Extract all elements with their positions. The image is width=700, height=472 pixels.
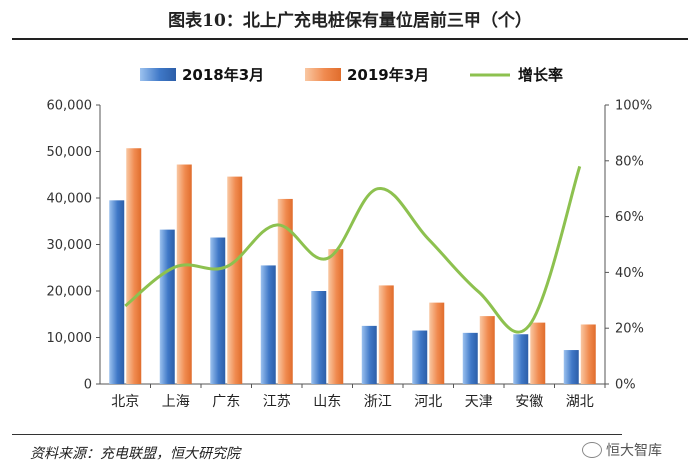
bar-2019-1 bbox=[176, 164, 192, 384]
wechat-icon bbox=[582, 442, 602, 458]
bar-2019-8 bbox=[530, 322, 546, 384]
bar-2018-3 bbox=[260, 265, 276, 384]
bar-2019-5 bbox=[378, 285, 394, 384]
x-tick-label: 北京 bbox=[111, 394, 139, 410]
bar-2019-4 bbox=[328, 249, 344, 384]
bar-2018-8 bbox=[513, 334, 529, 384]
legend-label-2019: 2019年3月 bbox=[347, 66, 429, 84]
y-left-tick-label: 30,000 bbox=[47, 238, 93, 253]
y-left-tick-label: 40,000 bbox=[47, 192, 93, 207]
growth-rate-line bbox=[124, 165, 582, 334]
bar-2019-2 bbox=[227, 176, 243, 384]
legend-swatch-2019 bbox=[305, 68, 341, 81]
y-left-tick-label: 60,000 bbox=[47, 99, 93, 114]
y-right-tick-label: 80% bbox=[615, 154, 644, 169]
y-left-tick-label: 20,000 bbox=[47, 285, 93, 300]
bar-2019-0 bbox=[126, 148, 142, 384]
y-right-tick-label: 20% bbox=[615, 322, 644, 337]
chart-legend: 2018年3月 2019年3月 增长率 bbox=[140, 66, 563, 84]
legend-swatch-2018 bbox=[140, 68, 176, 81]
bar-2019-7 bbox=[479, 316, 495, 384]
y-right-tick-label: 100% bbox=[615, 99, 652, 114]
legend-label-2018: 2018年3月 bbox=[182, 66, 264, 84]
title-rule bbox=[12, 38, 688, 40]
y-left-tick-label: 10,000 bbox=[47, 331, 93, 346]
bar-2019-6 bbox=[429, 302, 445, 384]
y-right-tick-label: 40% bbox=[615, 266, 644, 281]
bar-2018-7 bbox=[462, 332, 478, 384]
bar-2019-9 bbox=[580, 324, 596, 384]
x-tick-label: 安徽 bbox=[515, 394, 543, 410]
x-tick-label: 广东 bbox=[212, 394, 240, 410]
legend-label-growth: 增长率 bbox=[518, 66, 563, 84]
x-tick-label: 上海 bbox=[162, 394, 190, 410]
bar-2018-5 bbox=[361, 325, 377, 384]
bar-2018-2 bbox=[210, 237, 226, 384]
x-tick-label: 浙江 bbox=[364, 394, 392, 410]
x-tick-label: 湖北 bbox=[566, 394, 594, 410]
y-right-tick-label: 60% bbox=[615, 210, 644, 225]
footer-rule bbox=[12, 434, 622, 435]
bar-2018-4 bbox=[311, 291, 327, 384]
source-note: 资料来源：充电联盟，恒大研究院 bbox=[30, 446, 240, 462]
y-right-tick-label: 0% bbox=[615, 378, 636, 393]
bar-2018-1 bbox=[159, 229, 175, 384]
bar-2018-6 bbox=[412, 330, 428, 384]
x-tick-label: 江苏 bbox=[263, 394, 291, 410]
x-tick-label: 河北 bbox=[414, 394, 442, 410]
x-tick-label: 天津 bbox=[465, 394, 493, 410]
y-left-tick-label: 50,000 bbox=[47, 145, 93, 160]
bar-line-chart: 2018年3月 2019年3月 增长率 0 10,000 20,000 30,000 40,… bbox=[47, 66, 653, 410]
chart-title: 图表10：北上广充电桩保有量位居前三甲（个） bbox=[168, 11, 532, 31]
bar-2018-9 bbox=[563, 350, 579, 384]
watermark: 恒大智库 bbox=[582, 440, 662, 460]
y-left-tick-label: 0 bbox=[84, 378, 92, 393]
bar-2018-0 bbox=[109, 200, 125, 384]
bar-2019-3 bbox=[277, 198, 293, 384]
x-tick-label: 山东 bbox=[313, 394, 341, 410]
watermark-text: 恒大智库 bbox=[606, 443, 662, 459]
